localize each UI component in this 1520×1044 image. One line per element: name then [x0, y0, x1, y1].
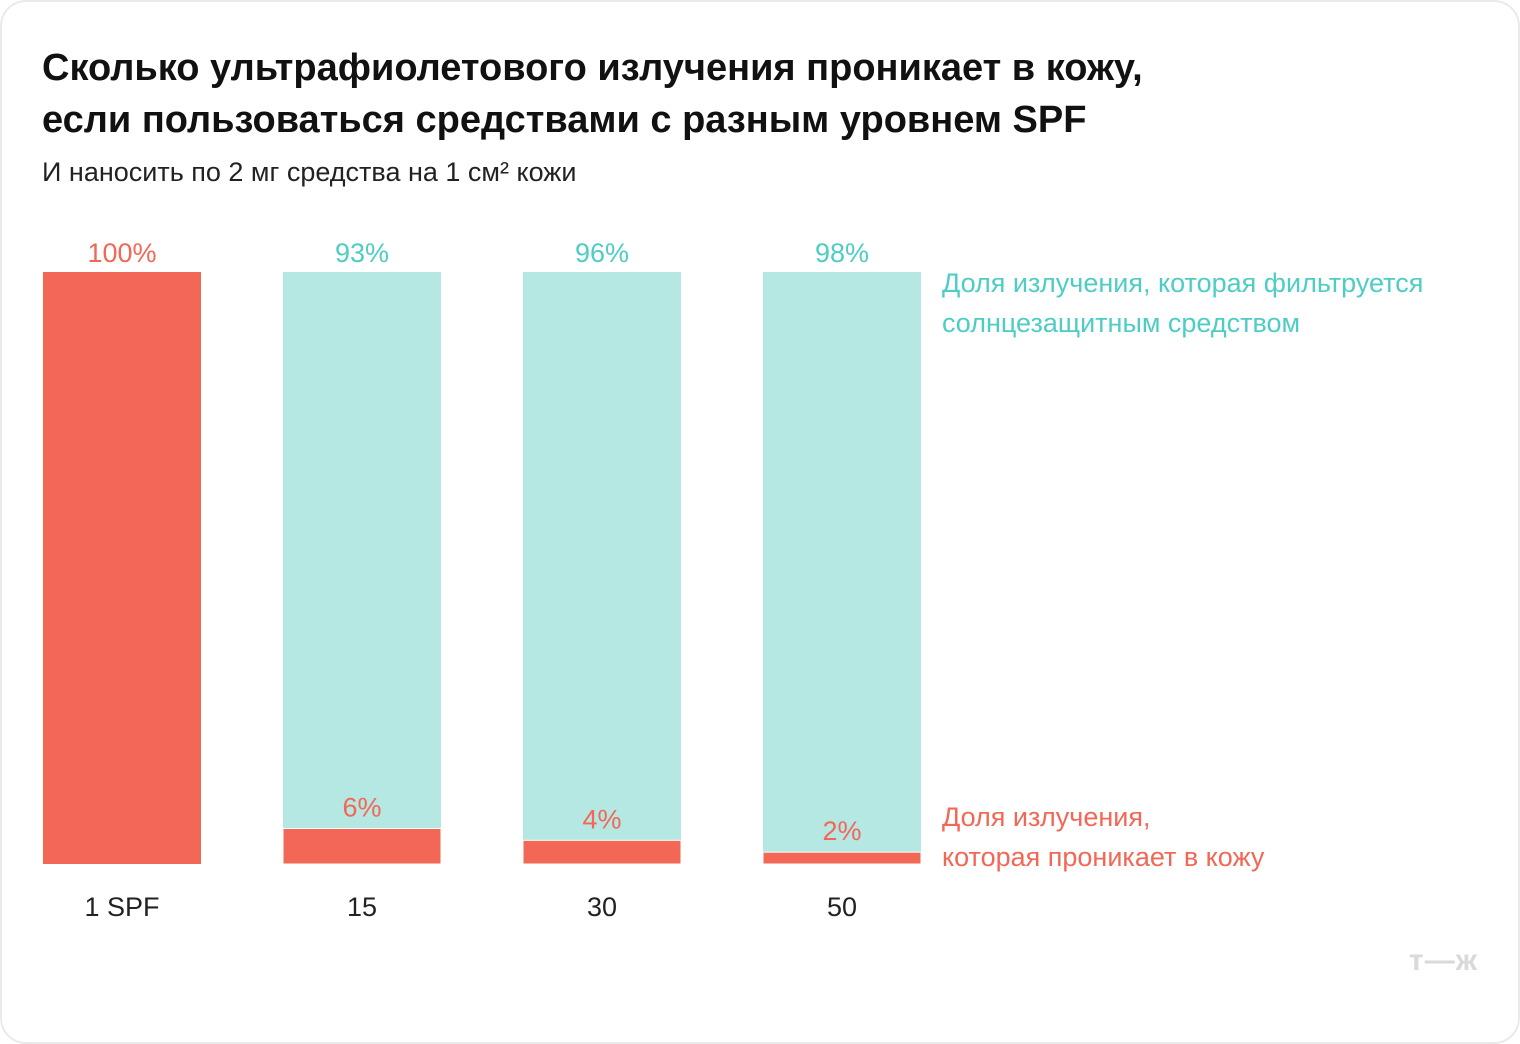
bar-filtered-1	[283, 272, 441, 829]
bar-penetrating-1	[282, 827, 442, 865]
label-penetrating-0: 100%	[87, 238, 156, 268]
category-label-3: 50	[827, 892, 857, 922]
bar-filtered-3	[763, 272, 921, 853]
legend-filtered-line-2: солнцезащитным средством	[942, 308, 1300, 338]
legend-penetrating-line-1: Доля излучения,	[942, 802, 1151, 832]
label-penetrating-2: 4%	[582, 804, 621, 834]
legend-filtered-line-1: Доля излучения, которая фильтруется	[942, 268, 1423, 298]
chart-title-line-2: если пользоваться средствами с разным ур…	[42, 99, 1087, 141]
category-label-1: 15	[347, 892, 377, 922]
label-penetrating-3: 2%	[822, 816, 861, 846]
chart-subtitle: И наносить по 2 мг средства на 1 см² кож…	[42, 157, 577, 187]
label-penetrating-1: 6%	[342, 792, 381, 822]
tj-logo: т—ж	[1409, 944, 1478, 977]
bar-penetrating-2	[522, 839, 682, 865]
label-filtered-1: 93%	[335, 238, 389, 268]
legend-penetrating-line-2: которая проникает в кожу	[942, 842, 1265, 872]
label-filtered-2: 96%	[575, 238, 629, 268]
label-filtered-3: 98%	[815, 238, 869, 268]
category-label-0: 1 SPF	[84, 892, 159, 922]
bar-penetrating-0	[43, 272, 201, 864]
chart-title-line-1: Сколько ультрафиолетового излучения прон…	[42, 47, 1143, 89]
bar-penetrating-3	[762, 851, 922, 865]
category-label-2: 30	[587, 892, 617, 922]
bar-filtered-2	[523, 272, 681, 841]
chart-title: Сколько ультрафиолетового излучения прон…	[42, 42, 1482, 146]
